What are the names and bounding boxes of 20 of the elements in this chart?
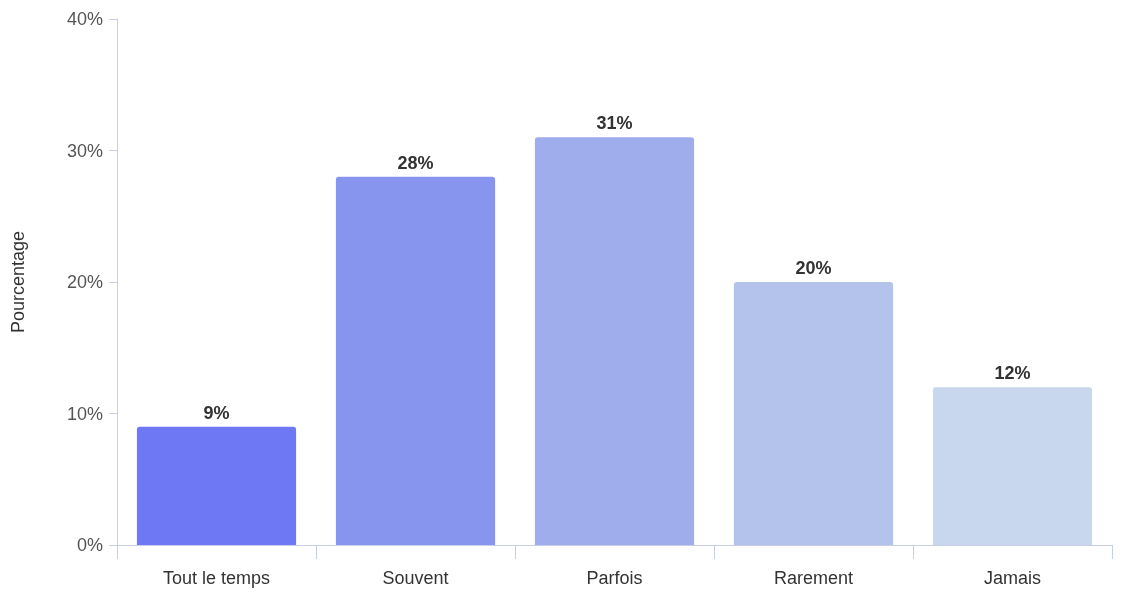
bar [534, 137, 695, 545]
data-label: 28% [397, 152, 434, 173]
x-tick-label: Tout le temps [162, 568, 271, 588]
data-label: 9% [203, 402, 230, 423]
y-tick-label: 40% [66, 9, 103, 29]
y-tick-label: 20% [66, 272, 103, 292]
data-label: 31% [596, 113, 633, 134]
x-tick-label: Rarement [773, 568, 854, 588]
y-axis-title: Pourcentage [8, 230, 28, 334]
y-tick-label: 0% [76, 535, 103, 555]
y-tick-label: 30% [66, 140, 103, 161]
x-tick-label: Parfois [586, 568, 643, 588]
y-tick-label: 10% [66, 403, 103, 424]
data-label: 20% [795, 258, 832, 278]
bar [136, 426, 297, 545]
bar [733, 282, 894, 545]
x-tick-label: Souvent [382, 568, 449, 588]
x-tick-label: Jamais [983, 568, 1042, 588]
data-label: 12% [994, 363, 1031, 384]
bar [335, 176, 496, 545]
